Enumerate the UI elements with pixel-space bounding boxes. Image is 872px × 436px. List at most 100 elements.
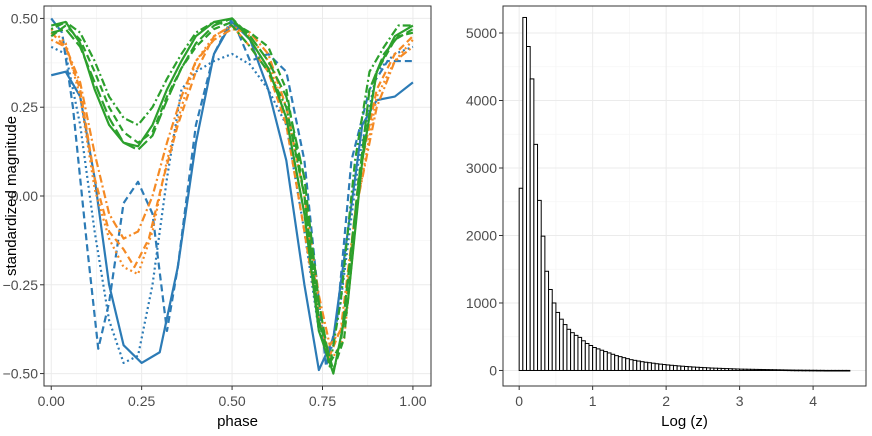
histogram-bar — [548, 288, 553, 371]
light-curve-grid — [44, 6, 431, 386]
histogram-bar — [772, 369, 777, 371]
histogram-bar — [709, 367, 715, 371]
histogram-bar — [584, 342, 590, 371]
histogram-bar — [636, 360, 641, 371]
histogram-bar — [573, 334, 579, 371]
series-line-blue-solid — [50, 20, 414, 372]
histogram-bar — [639, 361, 645, 371]
histogram-bar — [786, 369, 792, 372]
histogram-bar — [529, 78, 535, 371]
histogram-bar — [562, 324, 568, 371]
histogram-bar — [595, 348, 601, 371]
y-tick-label: 1000 — [466, 295, 497, 311]
series-line-green-dotdash — [50, 20, 413, 368]
histogram-bar — [750, 368, 755, 371]
histogram-bar — [526, 46, 531, 371]
x-tick-label: 2 — [662, 393, 670, 409]
histogram-bar — [816, 369, 821, 372]
histogram-bar — [794, 369, 799, 372]
x-tick-label: 0.50 — [218, 393, 245, 409]
y-tick-label: 3000 — [466, 160, 497, 176]
y-tick-label: 0.25 — [11, 99, 38, 115]
histogram-bar — [834, 369, 840, 372]
histogram-bar — [544, 270, 550, 371]
histogram-bar — [731, 368, 737, 371]
y-axis-title: standardized magnitude — [3, 116, 20, 276]
light-curve-axis-ticks: 0.00 0.25 0.50 0.75 1.00 −0.50 −0.25 0.00 0.25 0.… — [3, 10, 427, 409]
histogram-bar — [592, 347, 597, 371]
histogram-bar — [650, 362, 656, 371]
histogram-bar — [540, 235, 546, 371]
histogram-bar — [720, 367, 726, 371]
histogram-bar — [533, 143, 539, 371]
y-tick-label: 0 — [489, 362, 497, 378]
histogram-panel-border — [502, 5, 867, 387]
histogram-bar — [753, 368, 759, 371]
histogram-bar — [537, 199, 542, 371]
series-line-blue-dashed — [50, 17, 413, 368]
histogram-bar — [761, 369, 766, 371]
histogram-bar — [581, 340, 586, 371]
histogram-bar — [676, 365, 682, 371]
histogram-bar — [614, 355, 619, 371]
histogram-axis-ticks: 0 1 2 3 4 0 1000 2000 3000 4000 5000 — [466, 25, 817, 409]
histogram-bar — [702, 367, 708, 371]
histogram-bar — [551, 302, 557, 371]
histogram-bar — [768, 369, 774, 371]
histogram-bar — [687, 366, 693, 371]
histogram-bar — [724, 368, 730, 371]
histogram-bar — [779, 369, 785, 371]
histogram-bar — [812, 369, 818, 372]
histogram-bar — [827, 369, 832, 372]
histogram-bar — [797, 369, 803, 372]
histogram-bar — [577, 336, 583, 371]
histogram-bar — [603, 351, 608, 371]
histogram-bar — [684, 365, 689, 371]
histogram-bar — [698, 366, 704, 371]
histogram-bar — [518, 187, 524, 371]
histogram-bar — [617, 356, 623, 371]
histogram-bar — [555, 311, 561, 371]
histogram-bar — [632, 359, 638, 371]
x-tick-label: 0.00 — [38, 393, 65, 409]
y-tick-label: −0.50 — [3, 366, 39, 382]
histogram-bar — [790, 369, 796, 372]
histogram-bar — [559, 318, 564, 371]
x-axis-title: phase — [217, 413, 258, 430]
histogram-bar — [841, 369, 847, 372]
x-tick-label: 1 — [589, 393, 597, 409]
histogram-bar — [706, 367, 711, 371]
histogram-bar — [658, 363, 663, 371]
histogram-bar — [566, 328, 572, 371]
y-tick-label: 2000 — [466, 227, 497, 243]
histogram-bar — [599, 349, 605, 371]
light-curve-series — [50, 17, 414, 375]
histogram-bar — [621, 357, 627, 371]
histogram-bar — [606, 352, 612, 371]
x-tick-label: 4 — [809, 393, 817, 409]
histogram-bar — [735, 368, 741, 371]
x-tick-label: 0 — [515, 393, 523, 409]
histogram-panel: 0 1 2 3 4 0 1000 2000 3000 4000 5000 Log (z) — [466, 5, 867, 430]
histogram-bar — [570, 332, 575, 371]
histogram-bar — [522, 16, 528, 371]
y-tick-label: 0.50 — [11, 10, 38, 26]
histogram-bar — [823, 369, 829, 372]
light-curve-panel: 0.00 0.25 0.50 0.75 1.00 −0.50 −0.25 0.00 0.25 0.… — [3, 5, 432, 430]
histogram-bar — [643, 361, 649, 371]
histogram-bar — [695, 366, 700, 371]
x-tick-label: 3 — [736, 393, 744, 409]
histogram-bar — [691, 366, 697, 371]
x-tick-label: 1.00 — [399, 393, 426, 409]
histogram-bar — [628, 359, 634, 371]
histogram-x-axis-title: Log (z) — [661, 413, 708, 430]
y-tick-label: −0.25 — [3, 277, 39, 293]
histogram-bar — [625, 358, 630, 371]
histogram-bar — [713, 367, 719, 371]
y-tick-label: 0.00 — [11, 188, 38, 204]
x-tick-label: 0.25 — [128, 393, 155, 409]
histogram-bar — [757, 368, 763, 371]
histogram-bar — [610, 353, 616, 371]
histogram-bar — [647, 362, 652, 371]
histogram-bar — [680, 365, 686, 371]
